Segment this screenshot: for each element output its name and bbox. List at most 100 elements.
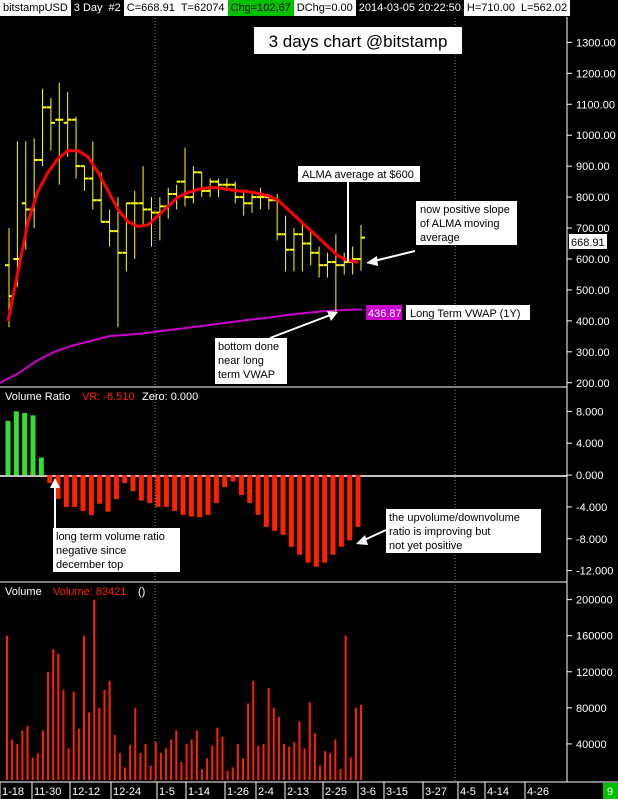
vol-value-text: Volume: 83421	[53, 586, 126, 598]
vr-zero-text: Zero: 0.000	[142, 391, 198, 403]
chart-title: 3 days chart @bitstamp	[269, 32, 448, 51]
bottom-arrow-head	[327, 311, 338, 321]
y-tick-label: 8.000	[576, 406, 604, 418]
vr-bar	[280, 475, 286, 535]
y-tick-label: 0.000	[576, 470, 604, 482]
vr-panel-label: Volume Ratio	[5, 391, 70, 403]
bottom-line-2: near long	[218, 355, 264, 367]
vr-left-line-3: december top	[56, 559, 123, 571]
vr-bar	[255, 475, 261, 515]
y-tick-label: 700.00	[576, 223, 610, 235]
alma-line	[6, 149, 359, 322]
vr-bar	[105, 475, 111, 512]
vr-bar	[122, 475, 128, 484]
vr-bar	[330, 475, 336, 555]
bottom-arrow-line	[269, 313, 334, 339]
vr-right-arrow-head	[356, 535, 368, 545]
x-tick-label: 2-25	[325, 786, 347, 798]
vwap-label: Long Term VWAP (1Y)	[410, 308, 520, 320]
y-tick-label: 1100.00	[576, 99, 615, 111]
vr-bar	[305, 475, 311, 563]
vr-bar	[230, 475, 236, 482]
y-tick-label: 80000	[576, 703, 607, 715]
vr-bar	[313, 475, 319, 567]
vr-left-arrow-head	[50, 478, 60, 488]
y-tick-label: 1200.00	[576, 68, 616, 80]
vwap-label-box	[406, 305, 530, 320]
x-tick-label: 3-27	[425, 786, 447, 798]
y-tick-label: 1000.00	[576, 130, 616, 142]
vwap-value-box	[366, 305, 402, 320]
corner-badge-box	[603, 783, 618, 799]
vr-bar	[355, 475, 361, 527]
corner-badge: 9	[607, 786, 613, 798]
x-tick-label: 2-13	[287, 786, 309, 798]
vr-right-line-2: ratio is improving but	[389, 526, 491, 538]
vr-bar	[213, 475, 219, 503]
period-text: 3 Day	[73, 2, 103, 14]
vr-bar	[338, 475, 344, 547]
x-tick-label: 3-6	[360, 786, 376, 798]
last-price-box	[569, 234, 607, 249]
y-tick-label: 800.00	[576, 192, 610, 204]
vol-paren-text: ()	[138, 586, 145, 598]
y-tick-label: 4.000	[576, 438, 604, 450]
x-tick-label: 1-14	[188, 786, 210, 798]
bottom-line-3: term VWAP	[218, 369, 275, 381]
y-tick-label: 160000	[576, 631, 613, 643]
vr-right-box	[386, 509, 541, 553]
vr-bar	[22, 412, 28, 476]
vr-bar	[97, 475, 103, 504]
vr-value-text: VR: -6.510	[82, 391, 135, 403]
bottom-label-box	[215, 338, 287, 384]
y-tick-label: 200.00	[576, 378, 610, 390]
datetime-text: 2014-03-05 20:22:50	[358, 2, 461, 14]
x-tick-label: 12-24	[113, 786, 141, 798]
slope-label-box	[416, 201, 517, 245]
vr-right-line-1: the upvolume/downvolume	[389, 512, 520, 524]
vr-left-box	[53, 528, 180, 572]
vr-bar	[80, 475, 86, 511]
vr-bar	[297, 475, 303, 555]
vr-bar	[188, 475, 194, 517]
x-tick-label: 12-12	[72, 786, 100, 798]
slope-arrow-head	[366, 256, 378, 266]
slope-line-1: now positive slope	[420, 204, 510, 216]
chart-title-box	[254, 27, 462, 54]
vr-bar	[38, 457, 44, 476]
vr-left-line-2: negative since	[56, 545, 126, 557]
y-tick-label: -4.000	[576, 502, 607, 514]
vr-bar	[272, 475, 278, 531]
slope-line-3: average	[420, 232, 460, 244]
vr-bar	[47, 475, 53, 484]
vwap-line	[0, 308, 363, 384]
y-tick-label: 1300.00	[576, 37, 616, 49]
status-bar: bitstampUSD 3 Day #2 C=668.91 T=62074 Chg=102…	[0, 0, 618, 17]
vr-bar	[147, 475, 153, 503]
vr-bar	[247, 475, 253, 503]
x-tick-label: 1-18	[2, 786, 24, 798]
vr-bar	[88, 475, 94, 515]
vr-bar	[347, 475, 353, 541]
bottom-line-1: bottom done	[218, 341, 279, 353]
x-tick-label: 3-15	[386, 786, 408, 798]
x-tick-label: 4-26	[527, 786, 549, 798]
vr-bar	[155, 475, 161, 507]
y-tick-label: 400.00	[576, 316, 610, 328]
low-value: L=562.02	[517, 0, 571, 16]
y-tick-label: -12.000	[576, 566, 613, 578]
vr-bar	[113, 475, 119, 499]
y-tick-label: 40000	[576, 739, 607, 751]
y-tick-label: -8.000	[576, 534, 607, 546]
last-price-tag: 668.91	[571, 237, 605, 249]
x-tick-label: 4-14	[487, 786, 509, 798]
alma-label-box	[298, 166, 420, 182]
vr-bar	[180, 475, 186, 515]
vr-bar	[72, 475, 78, 507]
vr-bar	[205, 475, 211, 515]
vwap-value: 436.87	[368, 308, 402, 320]
slope-line-2: of ALMA moving	[420, 218, 500, 230]
trades-value: T=62074	[177, 0, 228, 16]
vr-bar	[222, 475, 228, 488]
